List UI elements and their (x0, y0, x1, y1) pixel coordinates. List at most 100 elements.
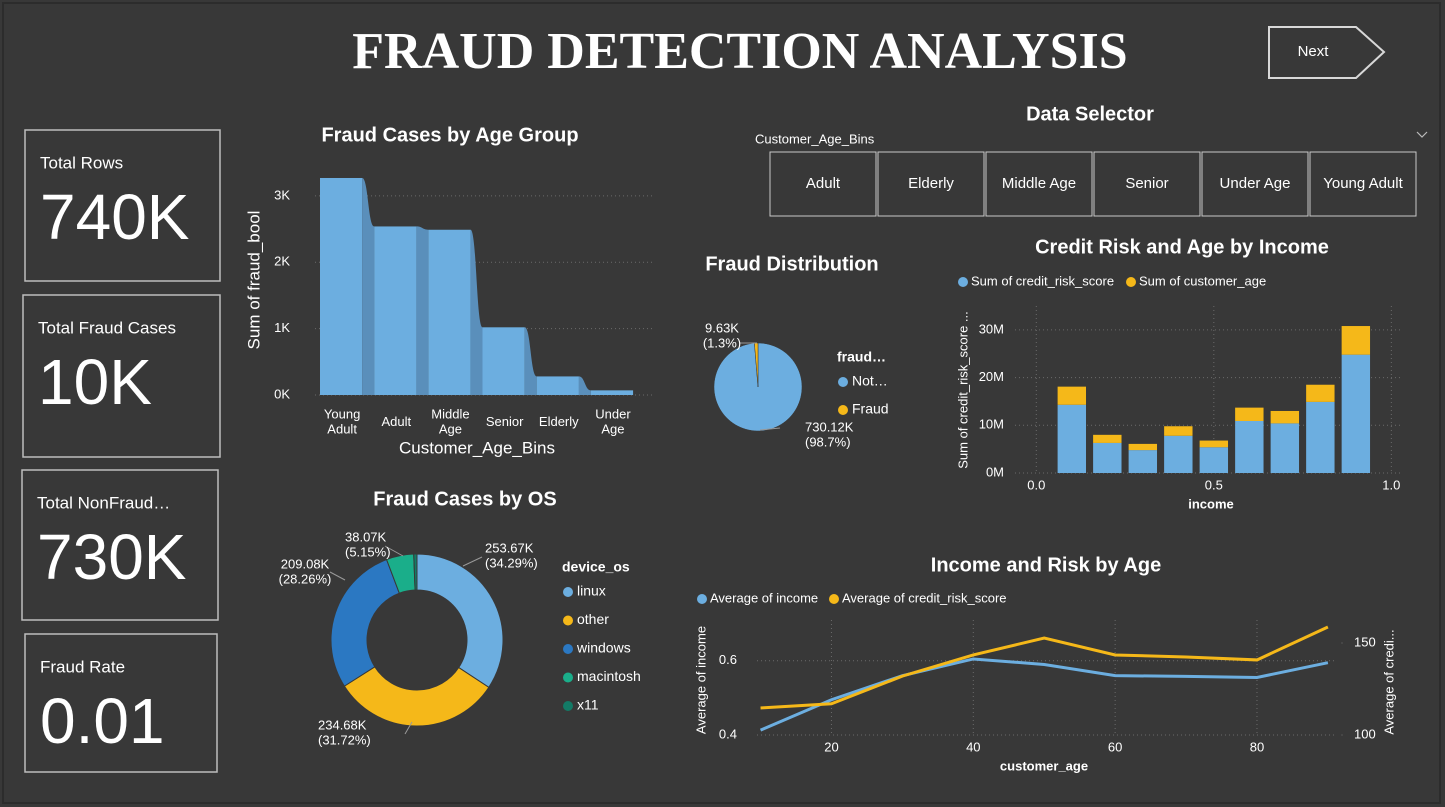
x-axis-title: Customer_Age_Bins (399, 438, 555, 457)
line-series (760, 625, 1329, 710)
legend-label: linux (577, 583, 606, 599)
legend-label: Average of credit_risk_score (842, 590, 1007, 605)
x-tick-label: 0.0 (1027, 477, 1045, 492)
slicer-title: Data Selector (1026, 103, 1154, 125)
leader-line (759, 427, 781, 431)
legend-label: Sum of customer_age (1139, 273, 1266, 288)
legend-title: device_os (562, 559, 630, 575)
kpi-value: 740K (40, 181, 189, 253)
leader-line (462, 556, 483, 567)
kpi-value: 10K (38, 346, 152, 418)
kpi-label: Total Fraud Cases (38, 318, 176, 337)
legend-label: Average of income (710, 590, 818, 605)
kpi-value: 0.01 (40, 685, 165, 757)
data-label: 209.08K (28.26%) (279, 557, 332, 587)
bar-segment (1057, 386, 1087, 405)
x-tick-label: 20 (824, 739, 838, 754)
legend-marker (829, 594, 839, 604)
bar-segment (1093, 434, 1122, 443)
chart-title: Fraud Distribution (705, 253, 878, 275)
legend-label: x11 (577, 697, 599, 713)
slicer-option-label: Senior (1125, 175, 1168, 192)
kpi-label: Total Rows (40, 153, 123, 172)
kpi-card (24, 633, 218, 773)
next-button[interactable] (1268, 26, 1386, 79)
kpi-card (21, 469, 219, 621)
legend-marker (838, 377, 848, 387)
slicer-option[interactable] (769, 151, 877, 217)
legend-label: macintosh (577, 668, 641, 684)
x-tick-label: Under Age (595, 407, 631, 437)
y-tick-label: 20M (979, 369, 1004, 384)
x-axis-title: income (1188, 496, 1234, 511)
bar (374, 226, 417, 395)
x-tick-label: 60 (1108, 739, 1122, 754)
bar-segment (1164, 435, 1193, 473)
legend-label: Sum of credit_risk_score (971, 273, 1114, 288)
x-tick-label: 40 (966, 739, 980, 754)
bar-segment (1306, 384, 1335, 402)
x-tick-label: Adult (381, 414, 411, 429)
step-transition (524, 327, 537, 395)
legend-label: other (577, 611, 609, 627)
slicer-option-label: Middle Age (1002, 175, 1076, 192)
slicer-option-label: Young Adult (1323, 175, 1403, 192)
slicer-option-label: Elderly (908, 175, 954, 192)
kpi-label: Total NonFraud… (37, 493, 170, 512)
legend-marker (563, 615, 573, 626)
kpi-value: 730K (37, 521, 186, 593)
bar (482, 327, 525, 395)
leader-line (404, 721, 413, 735)
chart-title: Credit Risk and Age by Income (1035, 236, 1329, 258)
y-tick-label: 0.6 (719, 652, 737, 667)
next-button-label: Next (1298, 43, 1330, 60)
y-tick-label: 0K (274, 386, 290, 401)
step-transition (578, 376, 591, 395)
step-transition (362, 177, 375, 395)
legend-label: Not… (852, 373, 888, 389)
x-tick-label: Young Adult (324, 407, 360, 437)
data-label: 234.68K (31.72%) (318, 718, 371, 748)
leader-line (329, 571, 346, 581)
chart-title: Fraud Cases by OS (373, 488, 556, 510)
y-tick-label: 3K (274, 187, 290, 202)
slicer-option[interactable] (877, 151, 985, 217)
data-label: 253.67K (34.29%) (485, 541, 538, 571)
bar-segment (1199, 440, 1229, 448)
slicer-field: Customer_Age_Bins (755, 131, 875, 146)
legend-marker (958, 277, 968, 287)
slicer-option-label: Adult (806, 175, 841, 192)
y-tick-label: 0M (986, 464, 1004, 479)
y2-tick-label: 100 (1354, 726, 1376, 741)
bar-segment (1235, 420, 1264, 473)
kpi-card (22, 294, 221, 458)
slicer-option[interactable] (1309, 151, 1417, 217)
x-tick-label: 1.0 (1382, 477, 1400, 492)
x-tick-label: 80 (1250, 739, 1264, 754)
step-transition (416, 226, 429, 395)
x-tick-label: Elderly (539, 414, 579, 429)
legend-marker (838, 405, 848, 415)
bar-segment (1128, 450, 1158, 473)
x-tick-label: Senior (486, 414, 524, 429)
slicer-option[interactable] (985, 151, 1093, 217)
bar-segment (1164, 426, 1193, 436)
slicer-chevron[interactable] (1416, 131, 1428, 138)
y-axis-title: Average of income (693, 626, 708, 734)
y-tick-label: 1K (274, 320, 290, 335)
y-tick-label: 2K (274, 254, 290, 269)
bar-segment (1270, 410, 1300, 424)
slicer-option[interactable] (1201, 151, 1309, 217)
chart-title: Fraud Cases by Age Group (321, 124, 578, 146)
slicer-option[interactable] (1093, 151, 1201, 217)
y2-tick-label: 150 (1354, 634, 1376, 649)
step-transition (470, 229, 483, 395)
line-series (759, 657, 1329, 732)
legend-title: fraud… (837, 349, 886, 365)
donut-slice (413, 553, 418, 591)
legend-marker (697, 594, 707, 604)
y-tick-label: 10M (979, 417, 1004, 432)
bar-segment (1128, 443, 1158, 451)
